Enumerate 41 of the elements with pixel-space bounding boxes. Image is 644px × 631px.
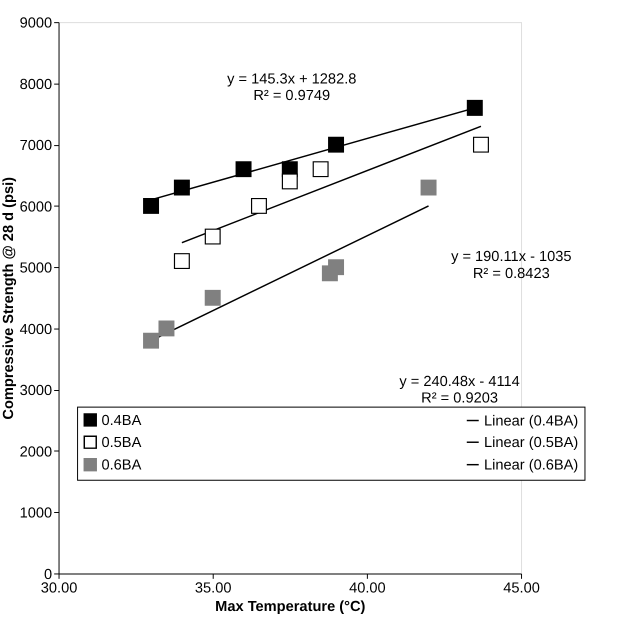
- point: [250, 198, 267, 214]
- point: [466, 100, 483, 116]
- y-tick-label: 8000: [20, 76, 52, 93]
- legend-label: 0.6BA: [101, 458, 142, 474]
- annotation: y = 145.3x + 1282.8 R² = 0.9749: [227, 72, 356, 104]
- legend-label: 0.4BA: [101, 412, 142, 429]
- point: [472, 136, 489, 153]
- y-tick-label: 7000: [20, 138, 52, 154]
- y-tick-label: 0: [44, 566, 52, 583]
- x-axis-title: Max Temperature (°C): [215, 599, 366, 616]
- y-tick-label: 3000: [20, 383, 52, 400]
- point: [174, 180, 190, 196]
- point: [204, 228, 221, 245]
- point: [236, 161, 252, 178]
- y-tick-label: 1000: [20, 506, 52, 522]
- legend-label: 0.5BA: [101, 435, 142, 452]
- x-tick-label: 35.00: [194, 580, 232, 596]
- point: [143, 332, 160, 349]
- x-tick-label: 45.00: [503, 580, 540, 596]
- legend-label: Linear (0.6BA): [484, 458, 578, 474]
- point: [143, 198, 160, 214]
- annotation: y = 240.48x - 4114 R² = 0.9203: [399, 374, 520, 407]
- y-axis-title: Compressive Strength @ 28 d (psi): [0, 176, 17, 420]
- legend-label: Linear (0.4BA): [484, 413, 578, 430]
- point: [282, 173, 298, 190]
- point: [158, 320, 174, 336]
- point: [174, 253, 190, 270]
- point: [420, 180, 437, 196]
- annotation: y = 190.11x - 1035 R² = 0.8423: [451, 249, 572, 282]
- x-tick-label: 40.00: [349, 580, 386, 596]
- point: [312, 161, 329, 178]
- point: [328, 259, 344, 276]
- y-tick-label: 4000: [20, 322, 52, 338]
- y-tick-label: 5000: [20, 260, 52, 277]
- point: [204, 290, 221, 306]
- x-tick-label: 30.00: [40, 580, 78, 596]
- y-tick-label: 9000: [20, 16, 52, 32]
- y-tick-label: 2000: [20, 444, 52, 460]
- point: [328, 136, 344, 153]
- legend-label: Linear (0.5BA): [484, 435, 578, 452]
- y-tick-label: 6000: [20, 199, 52, 216]
